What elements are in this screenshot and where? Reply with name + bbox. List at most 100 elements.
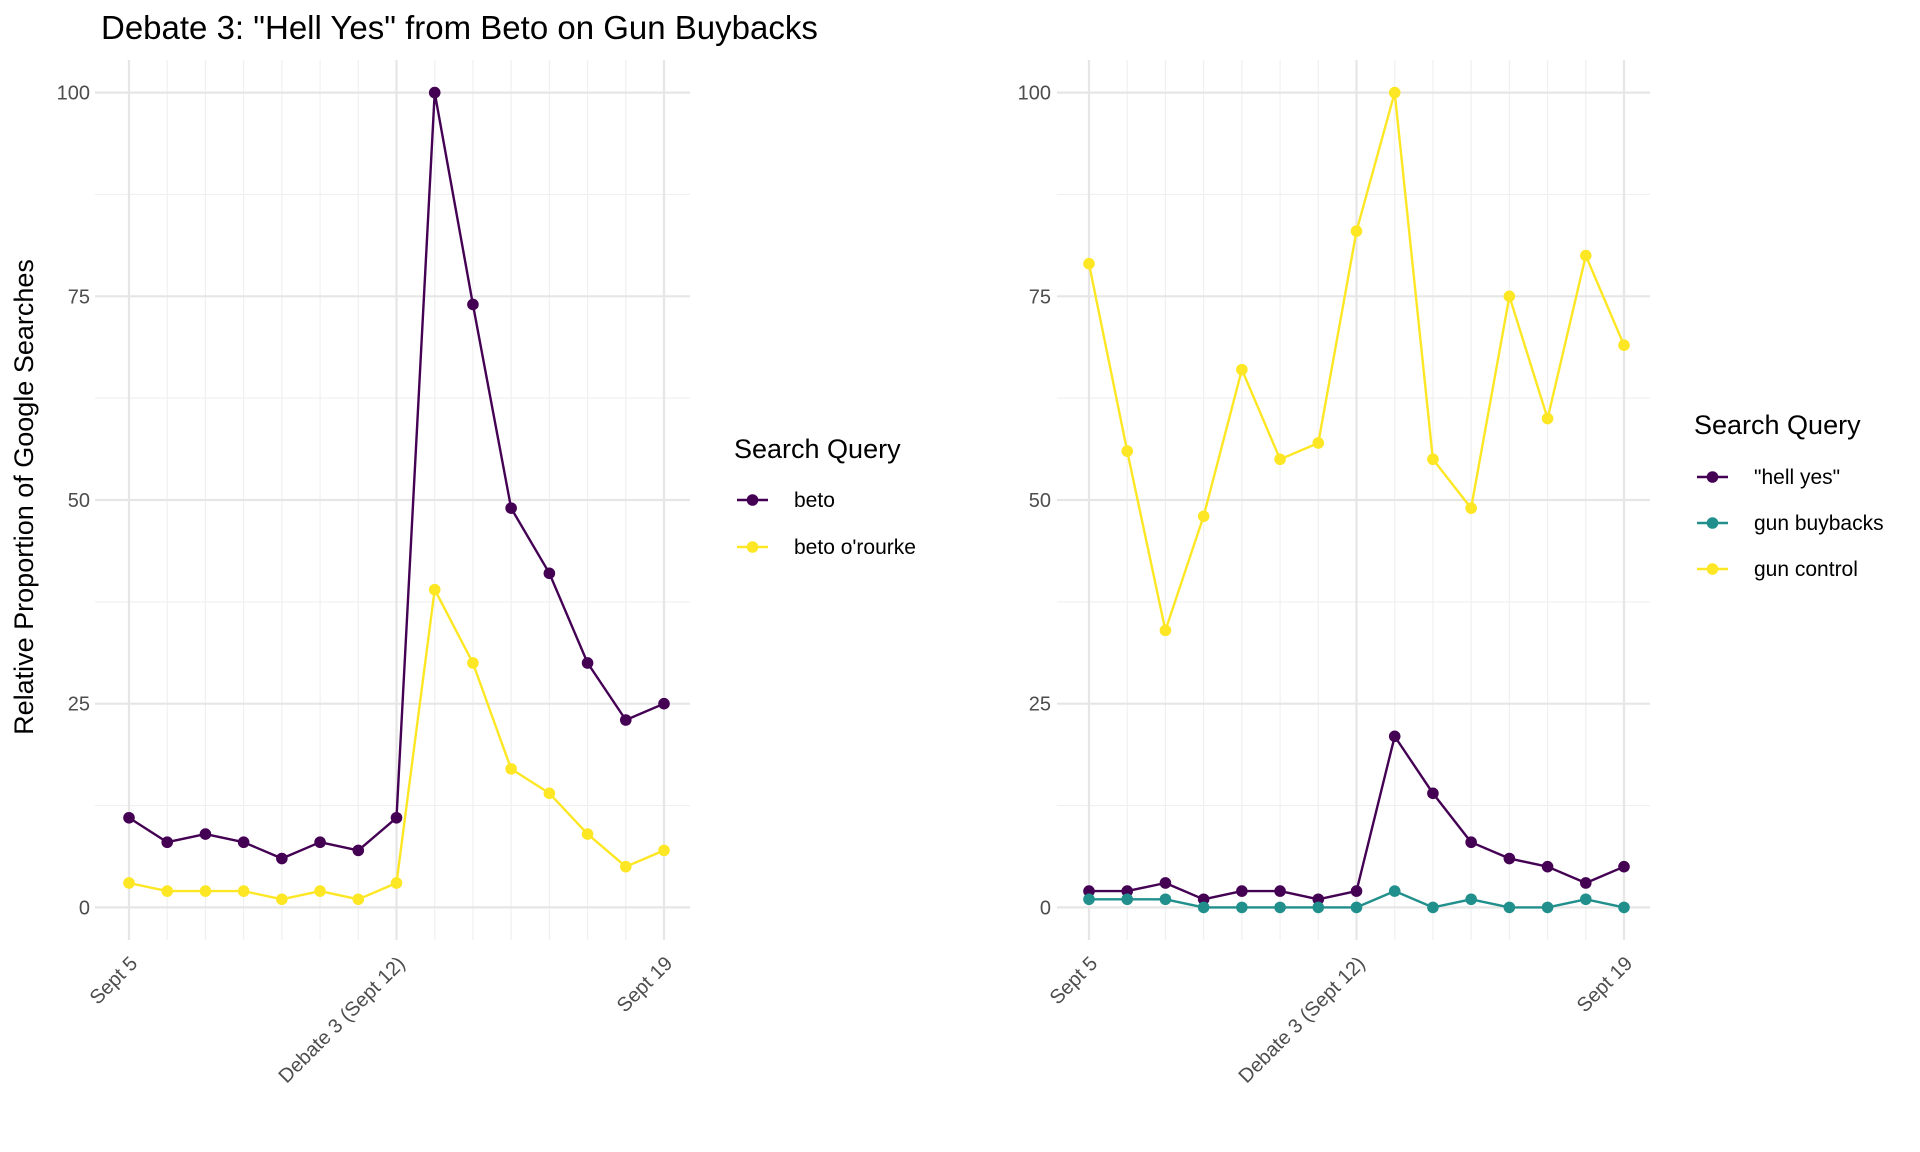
- grid: [1057, 60, 1650, 940]
- y-tick-label: 100: [57, 83, 90, 105]
- data-point: [1579, 893, 1592, 906]
- data-point: [1312, 437, 1325, 449]
- legend: Search Query beto beto o'rourke: [734, 434, 916, 559]
- data-point: [1236, 363, 1248, 376]
- x-tick-label: Sept 5: [86, 953, 142, 1009]
- data-point: [1465, 502, 1477, 514]
- legend-title: Search Query: [734, 434, 901, 464]
- data-point: [1541, 901, 1554, 914]
- data-point: [467, 298, 479, 311]
- data-point: [1388, 86, 1401, 99]
- data-point: [1541, 860, 1554, 873]
- data-point: [1350, 225, 1363, 237]
- legend-key-point: [1706, 471, 1719, 483]
- y-tick-label: 25: [68, 694, 90, 716]
- data-point: [1236, 885, 1248, 897]
- data-point: [1618, 901, 1630, 914]
- data-point: [1427, 453, 1439, 466]
- x-tick-label: Sept 19: [613, 953, 677, 1017]
- y-tick-label: 75: [1029, 286, 1051, 308]
- legend-key-point: [746, 494, 759, 506]
- data-point: [1541, 412, 1554, 425]
- y-tick-label: 25: [1029, 694, 1051, 716]
- data-point: [123, 877, 135, 889]
- data-point: [619, 860, 632, 873]
- series: [1083, 86, 1630, 637]
- legend-label: beto o'rourke: [794, 536, 916, 559]
- data-point: [658, 844, 670, 857]
- legend-label: "hell yes": [1754, 466, 1840, 489]
- legend-label: beto: [794, 489, 835, 512]
- data-point: [1236, 901, 1248, 914]
- data-point: [390, 811, 403, 824]
- legend-key-point: [1706, 563, 1719, 575]
- data-point: [1197, 901, 1210, 914]
- data-point: [352, 893, 365, 906]
- data-point: [1465, 836, 1477, 849]
- data-point: [1159, 877, 1172, 889]
- data-point: [505, 763, 517, 775]
- data-point: [658, 697, 670, 710]
- data-point: [1579, 877, 1592, 889]
- y-tick-label: 50: [68, 490, 90, 512]
- data-point: [1503, 901, 1516, 914]
- data-point: [543, 567, 556, 580]
- right-panel: 0 25 50 75 100 Sept 5 Debate 3 (Sept 12) Sept 1…: [1018, 60, 1884, 1088]
- data-point: [1274, 885, 1286, 897]
- x-tick-label: Debate 3 (Sept 12): [1235, 953, 1370, 1088]
- data-point: [543, 787, 556, 800]
- series: [1083, 885, 1630, 914]
- data-point: [314, 836, 326, 849]
- data-point: [1618, 339, 1630, 351]
- data-point: [1579, 249, 1592, 262]
- data-point: [1121, 445, 1134, 457]
- y-tick-label: 0: [1040, 897, 1051, 919]
- y-tick-label: 50: [1029, 490, 1051, 512]
- data-point: [1274, 901, 1286, 914]
- data-point: [1503, 852, 1516, 865]
- data-point: [1083, 257, 1095, 270]
- data-point: [428, 86, 441, 99]
- legend-label: gun buybacks: [1754, 512, 1884, 535]
- data-point: [1083, 885, 1095, 897]
- data-point: [1159, 893, 1172, 906]
- data-point: [505, 502, 517, 514]
- data-point: [1388, 885, 1401, 897]
- x-tick-label: Sept 5: [1046, 953, 1102, 1009]
- y-axis-label: Relative Proportion of Google Searches: [9, 259, 39, 735]
- data-point: [237, 885, 250, 897]
- grid: [95, 60, 690, 940]
- data-point: [1312, 901, 1325, 914]
- left-panel: 0 25 50 75 100 Sept 5 Debate 3 (Sept 12) Sept 1…: [57, 60, 916, 1088]
- x-tick-label: Sept 19: [1573, 953, 1637, 1017]
- data-point: [1083, 893, 1095, 906]
- data-point: [619, 714, 632, 726]
- series: [1083, 730, 1630, 906]
- data-point: [1121, 893, 1134, 906]
- series: [123, 583, 670, 906]
- data-point: [581, 828, 594, 840]
- data-point: [276, 852, 288, 865]
- legend: Search Query "hell yes" gun buybacks gun co…: [1694, 410, 1884, 581]
- data-point: [1350, 885, 1363, 897]
- y-tick-label: 100: [1018, 83, 1051, 105]
- data-point: [237, 836, 250, 849]
- data-point: [1197, 893, 1210, 906]
- data-point: [1159, 624, 1172, 637]
- data-point: [276, 893, 288, 906]
- data-point: [314, 885, 326, 897]
- data-point: [390, 877, 403, 889]
- data-point: [1312, 893, 1325, 906]
- legend-title: Search Query: [1694, 410, 1861, 440]
- data-point: [1388, 730, 1401, 743]
- data-point: [1121, 885, 1134, 897]
- data-point: [1197, 510, 1210, 523]
- data-point: [352, 844, 365, 857]
- data-point: [161, 885, 174, 897]
- data-point: [123, 811, 135, 824]
- y-tick-label: 0: [79, 897, 90, 919]
- data-point: [428, 583, 441, 596]
- data-point: [581, 657, 594, 669]
- data-point: [161, 836, 174, 849]
- data-point: [199, 885, 212, 897]
